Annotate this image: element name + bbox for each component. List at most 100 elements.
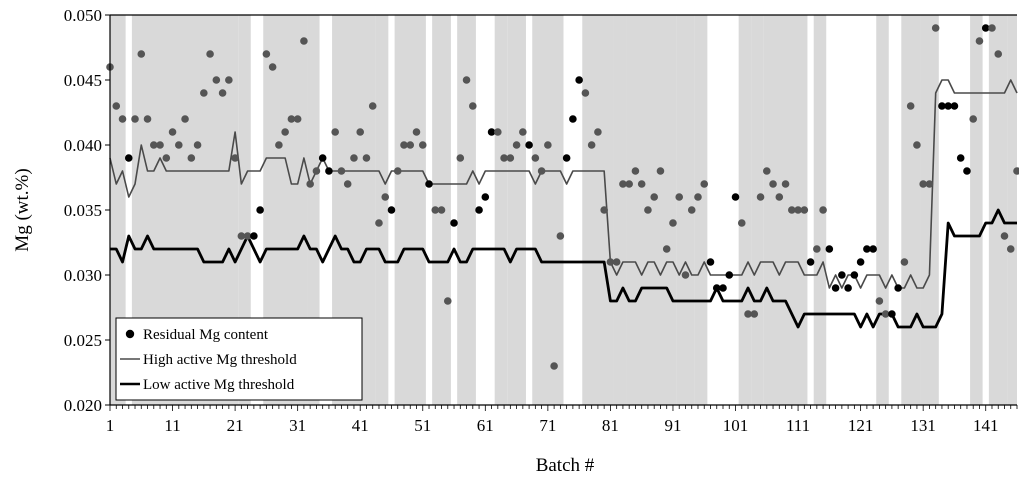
data-point-94 <box>687 206 696 214</box>
shaded-band-29 <box>1007 15 1017 405</box>
data-point-49 <box>406 141 415 149</box>
data-point-64 <box>500 154 508 162</box>
data-point-22 <box>237 232 246 240</box>
data-point-91 <box>669 219 677 227</box>
data-point-93 <box>681 271 690 279</box>
data-point-78 <box>587 141 596 149</box>
data-point-69 <box>531 154 540 162</box>
legend-label-low: Low active Mg threshold <box>143 377 295 393</box>
data-point-140 <box>975 37 984 45</box>
data-point-106 <box>762 167 771 175</box>
data-point-6 <box>137 50 146 58</box>
data-point-61 <box>481 193 490 201</box>
data-point-132 <box>925 180 934 188</box>
shaded-band-14 <box>550 15 564 405</box>
data-point-136 <box>950 102 959 110</box>
data-point-24 <box>250 232 258 240</box>
shaded-band-3 <box>238 15 251 405</box>
data-point-39 <box>343 180 352 188</box>
data-point-70 <box>537 167 546 175</box>
data-point-29 <box>281 128 289 136</box>
legend-marker-residual <box>125 329 135 339</box>
data-point-127 <box>894 284 902 292</box>
data-point-126 <box>888 310 896 318</box>
data-point-16 <box>200 89 208 97</box>
data-point-120 <box>850 271 859 279</box>
data-point-71 <box>544 141 552 149</box>
data-point-121 <box>856 258 865 266</box>
data-point-10 <box>162 154 171 162</box>
data-point-86 <box>637 180 646 188</box>
x-tick-label-13: 131 <box>910 416 936 435</box>
data-point-3 <box>118 115 127 123</box>
shaded-band-8 <box>394 15 426 405</box>
y-tick-label-2: 0.030 <box>64 266 102 285</box>
data-point-38 <box>337 167 346 175</box>
data-point-119 <box>844 284 852 292</box>
data-point-52 <box>425 180 433 188</box>
data-point-12 <box>175 141 183 149</box>
data-point-123 <box>869 245 877 253</box>
data-point-18 <box>212 76 221 84</box>
data-point-75 <box>569 115 577 123</box>
data-point-131 <box>919 180 927 188</box>
y-tick-label-1: 0.025 <box>64 331 102 350</box>
data-point-47 <box>393 167 402 175</box>
data-point-51 <box>418 141 427 149</box>
data-point-73 <box>556 232 565 240</box>
data-point-66 <box>512 141 521 149</box>
data-point-28 <box>275 141 283 149</box>
shaded-band-18 <box>676 15 695 405</box>
data-point-23 <box>243 232 252 240</box>
data-point-103 <box>744 310 752 318</box>
data-point-58 <box>462 76 471 84</box>
data-point-63 <box>494 128 502 136</box>
data-point-53 <box>431 206 440 214</box>
data-point-48 <box>400 141 408 149</box>
shaded-band-27 <box>970 15 983 405</box>
shaded-band-11 <box>494 15 508 405</box>
data-point-62 <box>487 128 496 136</box>
data-point-30 <box>287 115 296 123</box>
data-point-98 <box>712 284 721 292</box>
x-tick-label-11: 111 <box>786 416 810 435</box>
data-point-96 <box>700 180 709 188</box>
data-point-107 <box>769 180 777 188</box>
data-point-116 <box>825 245 834 253</box>
data-point-27 <box>268 63 277 71</box>
data-point-56 <box>450 219 458 227</box>
data-point-41 <box>356 128 365 136</box>
data-point-99 <box>719 284 727 292</box>
x-tick-label-8: 81 <box>602 416 619 435</box>
data-point-117 <box>831 284 840 292</box>
data-point-65 <box>506 154 515 162</box>
data-point-9 <box>156 141 164 149</box>
data-point-134 <box>938 102 946 110</box>
data-point-143 <box>994 50 1003 58</box>
data-point-130 <box>913 141 921 149</box>
data-point-33 <box>306 180 314 188</box>
shaded-band-12 <box>507 15 526 405</box>
data-point-145 <box>1006 245 1015 253</box>
data-point-42 <box>362 154 371 162</box>
data-point-89 <box>656 167 665 175</box>
x-tick-label-6: 61 <box>477 416 494 435</box>
data-point-57 <box>456 154 465 162</box>
data-point-43 <box>368 102 377 110</box>
legend-label-high: High active Mg threshold <box>143 352 297 368</box>
data-point-122 <box>863 245 871 253</box>
data-point-111 <box>794 206 802 214</box>
data-point-128 <box>900 258 909 266</box>
shaded-band-19 <box>694 15 708 405</box>
shaded-band-16 <box>613 15 627 405</box>
shaded-band-7 <box>375 15 389 405</box>
data-point-125 <box>881 310 890 318</box>
data-point-32 <box>300 37 308 45</box>
data-point-141 <box>981 24 990 32</box>
data-point-139 <box>969 115 978 123</box>
data-point-35 <box>318 154 327 162</box>
data-point-102 <box>737 219 746 227</box>
data-point-14 <box>187 154 196 162</box>
data-point-115 <box>819 206 827 214</box>
